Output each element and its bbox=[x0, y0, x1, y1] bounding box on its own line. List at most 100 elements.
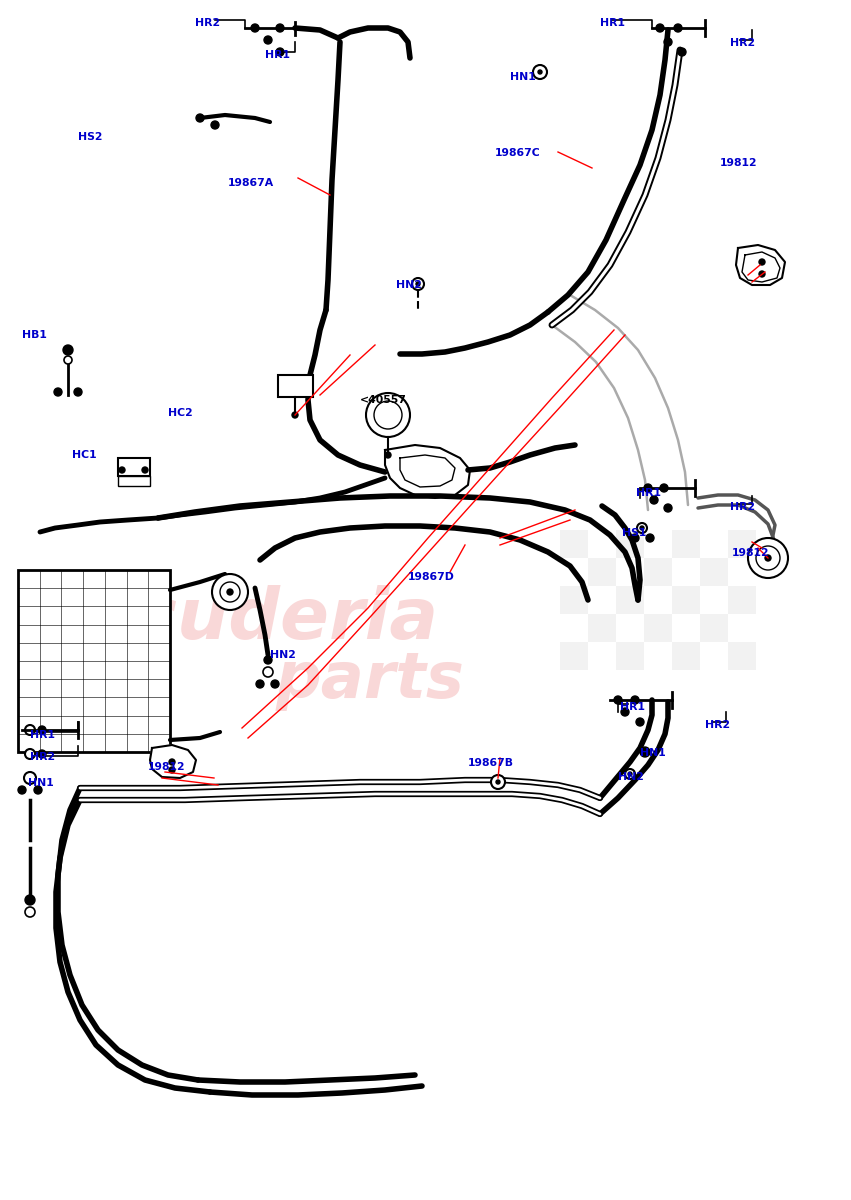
Circle shape bbox=[212, 574, 248, 610]
Circle shape bbox=[64, 356, 72, 364]
Circle shape bbox=[636, 718, 644, 726]
Circle shape bbox=[759, 271, 765, 277]
Polygon shape bbox=[736, 245, 785, 284]
Circle shape bbox=[276, 24, 284, 32]
Circle shape bbox=[264, 36, 272, 44]
Bar bbox=[700, 558, 728, 586]
Circle shape bbox=[646, 534, 654, 542]
Circle shape bbox=[759, 259, 765, 265]
Bar bbox=[118, 476, 150, 486]
Bar bbox=[728, 642, 756, 670]
Circle shape bbox=[496, 780, 500, 784]
Circle shape bbox=[63, 346, 73, 355]
Text: HR1: HR1 bbox=[636, 488, 661, 498]
Text: 19867C: 19867C bbox=[495, 148, 540, 158]
Text: HN1: HN1 bbox=[28, 778, 54, 788]
Circle shape bbox=[640, 526, 644, 530]
Circle shape bbox=[276, 48, 284, 56]
Circle shape bbox=[533, 65, 547, 79]
Circle shape bbox=[366, 392, 410, 437]
Circle shape bbox=[256, 680, 264, 688]
Circle shape bbox=[264, 656, 272, 664]
Circle shape bbox=[664, 38, 672, 46]
Circle shape bbox=[25, 749, 35, 758]
Circle shape bbox=[674, 24, 682, 32]
Circle shape bbox=[631, 696, 639, 704]
Circle shape bbox=[227, 589, 233, 595]
Bar bbox=[644, 558, 672, 586]
Circle shape bbox=[119, 467, 125, 473]
Bar bbox=[672, 530, 700, 558]
Circle shape bbox=[169, 758, 175, 766]
Bar bbox=[560, 530, 588, 558]
Circle shape bbox=[292, 412, 298, 418]
Bar bbox=[644, 614, 672, 642]
Text: 19867B: 19867B bbox=[468, 758, 514, 768]
Circle shape bbox=[640, 746, 650, 757]
Bar bbox=[728, 530, 756, 558]
Text: HC1: HC1 bbox=[72, 450, 97, 460]
Circle shape bbox=[637, 523, 647, 533]
Circle shape bbox=[38, 750, 46, 758]
Circle shape bbox=[538, 70, 542, 74]
Circle shape bbox=[25, 895, 35, 905]
Bar bbox=[588, 558, 616, 586]
Circle shape bbox=[614, 696, 622, 704]
Text: HN2: HN2 bbox=[396, 280, 422, 290]
Circle shape bbox=[18, 786, 26, 794]
Text: HR1: HR1 bbox=[620, 702, 645, 712]
Circle shape bbox=[621, 708, 629, 716]
Circle shape bbox=[412, 278, 424, 290]
Circle shape bbox=[644, 484, 652, 492]
Circle shape bbox=[142, 467, 148, 473]
Circle shape bbox=[211, 121, 219, 128]
Text: 19867A: 19867A bbox=[228, 178, 274, 188]
Circle shape bbox=[491, 775, 505, 790]
Bar bbox=[616, 586, 644, 614]
Text: HR2: HR2 bbox=[705, 720, 730, 730]
Text: HR2: HR2 bbox=[30, 752, 55, 762]
Circle shape bbox=[169, 767, 175, 773]
Circle shape bbox=[631, 534, 639, 542]
Circle shape bbox=[34, 786, 42, 794]
Circle shape bbox=[765, 554, 771, 560]
Text: 19812: 19812 bbox=[732, 548, 769, 558]
Bar bbox=[18, 570, 170, 752]
Circle shape bbox=[25, 907, 35, 917]
Circle shape bbox=[650, 496, 658, 504]
Bar bbox=[700, 614, 728, 642]
Circle shape bbox=[416, 282, 420, 286]
Text: HR2: HR2 bbox=[730, 502, 755, 512]
Bar bbox=[588, 614, 616, 642]
Circle shape bbox=[678, 48, 686, 56]
Bar bbox=[672, 642, 700, 670]
Circle shape bbox=[263, 667, 273, 677]
Bar bbox=[560, 586, 588, 614]
Text: parts: parts bbox=[276, 649, 465, 710]
Polygon shape bbox=[150, 745, 196, 778]
Text: HS2: HS2 bbox=[78, 132, 102, 142]
Circle shape bbox=[25, 725, 35, 734]
Circle shape bbox=[748, 538, 788, 578]
Bar bbox=[672, 586, 700, 614]
Text: HR2: HR2 bbox=[195, 18, 220, 28]
Text: HC2: HC2 bbox=[168, 408, 192, 418]
Text: HN1: HN1 bbox=[510, 72, 536, 82]
Circle shape bbox=[664, 504, 672, 512]
Circle shape bbox=[660, 484, 668, 492]
Circle shape bbox=[24, 772, 36, 784]
Text: HS1: HS1 bbox=[622, 528, 647, 538]
Circle shape bbox=[54, 388, 62, 396]
Text: 19867D: 19867D bbox=[408, 572, 455, 582]
Circle shape bbox=[628, 772, 632, 776]
Circle shape bbox=[656, 24, 664, 32]
Circle shape bbox=[271, 680, 279, 688]
Text: HR1: HR1 bbox=[265, 50, 290, 60]
Circle shape bbox=[625, 769, 635, 779]
Text: HB1: HB1 bbox=[22, 330, 47, 340]
Circle shape bbox=[196, 114, 204, 122]
Text: 19812: 19812 bbox=[720, 158, 757, 168]
Text: HN2: HN2 bbox=[618, 772, 644, 782]
Bar bbox=[118, 458, 150, 476]
Bar bbox=[616, 642, 644, 670]
